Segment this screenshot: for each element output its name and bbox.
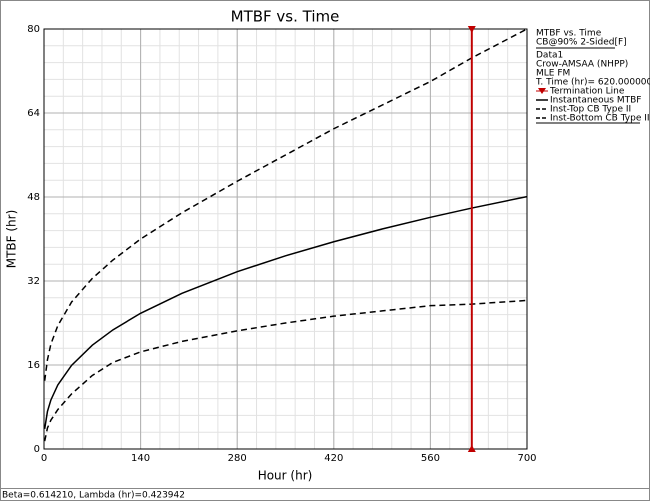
legend-header: CB@90% 2-Sided[F] [536,38,627,48]
legend-header: T. Time (hr)= 620.000000 [535,78,650,88]
legend-swatch [538,88,546,94]
legend-header: MLE FM [536,69,570,79]
x-tick-label: 140 [131,453,150,464]
series-line [43,195,528,429]
x-tick-label: 0 [41,453,47,464]
x-axis-label: Hour (hr) [258,469,313,483]
y-tick-label: 16 [27,360,40,371]
chart-title: MTBF vs. Time [231,8,340,26]
termination-marker [467,445,476,452]
x-tick-label: 560 [421,453,440,464]
y-tick-label: 48 [27,192,40,203]
footer: Beta=0.614210, Lambda (hr)=0.423942 [2,491,185,501]
legend-header: Crow-AMSAA (NHPP) [536,60,628,70]
series-line [43,28,528,381]
x-tick-label: 700 [517,453,536,464]
termination-marker [467,26,476,33]
legend-label: Instantaneous MTBF [550,96,641,106]
legend-label: Inst-Top CB Type II [550,105,631,115]
legend-header: MTBF vs. Time [536,29,602,39]
legend-header: Data1 [536,51,563,61]
plot-area [44,29,527,449]
y-tick-label: 32 [27,276,40,287]
y-tick-label: 0 [34,444,40,455]
legend-label: Termination Line [549,87,625,97]
plot-border [43,28,528,450]
y-tick-label: 64 [27,108,40,119]
y-tick-label: 80 [27,24,40,35]
legend-label: Inst-Bottom CB Type II [550,114,650,124]
x-tick-label: 420 [324,453,343,464]
x-tick-label: 280 [228,453,247,464]
y-axis-label: MTBF (hr) [5,210,19,269]
